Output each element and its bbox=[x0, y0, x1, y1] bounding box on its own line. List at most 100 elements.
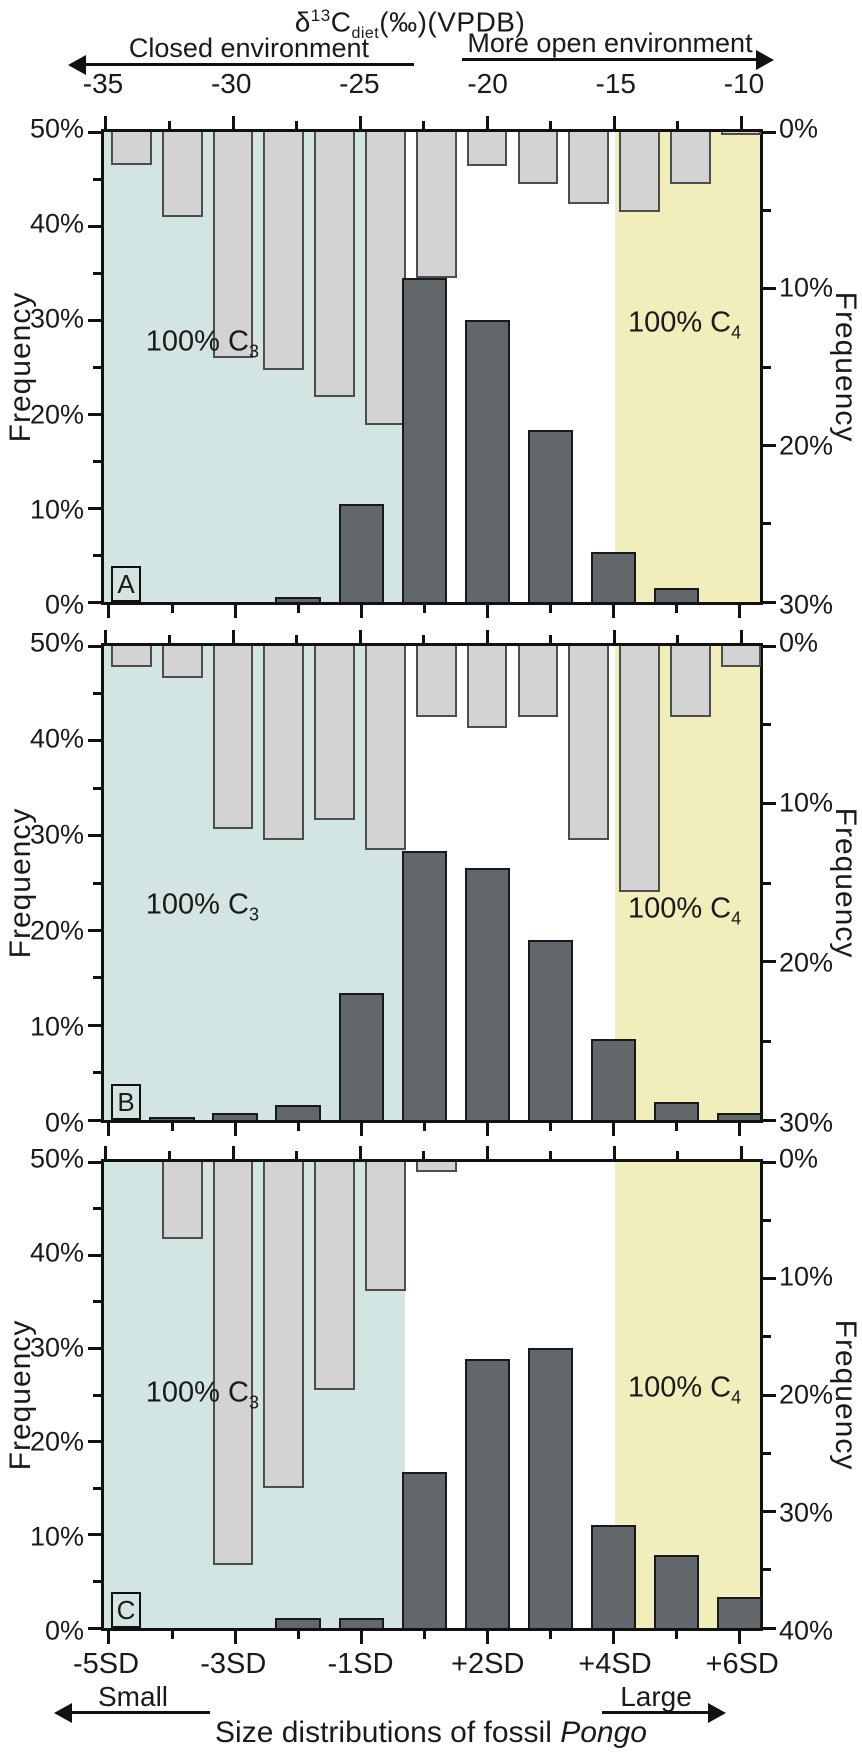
closed-environment-arrow-line bbox=[84, 63, 414, 66]
left-axis-tick bbox=[88, 834, 101, 838]
right-axis-tick bbox=[763, 1451, 771, 1455]
right-arrow-icon bbox=[756, 50, 774, 70]
c4-region-label: 100% C4 bbox=[627, 1371, 742, 1408]
right-axis-tick bbox=[763, 1393, 776, 1397]
left-axis-tick bbox=[88, 644, 101, 648]
top-axis-tick bbox=[739, 1146, 743, 1159]
dark-bar bbox=[590, 1039, 636, 1120]
top-axis-tick bbox=[295, 635, 299, 643]
gray-bar bbox=[720, 132, 762, 136]
left-axis-tick bbox=[93, 459, 101, 463]
left-axis-tick bbox=[88, 1346, 101, 1350]
left-axis-tick-label: 10% bbox=[29, 1011, 84, 1042]
gray-bar bbox=[568, 132, 610, 205]
gray-bar bbox=[161, 646, 203, 678]
left-axis-tick-label: 10% bbox=[29, 1521, 84, 1552]
small-left-arrow-icon bbox=[54, 1703, 72, 1723]
bottom-axis-tick bbox=[233, 1631, 237, 1644]
gray-bar bbox=[415, 1162, 457, 1173]
closed-environment-label: Closed environment bbox=[128, 33, 370, 63]
bottom-axis-tick bbox=[296, 605, 300, 613]
right-axis-tick-label: 10% bbox=[779, 787, 834, 818]
right-axis-tick bbox=[763, 802, 776, 806]
bottom-axis-tick bbox=[422, 1123, 426, 1131]
panel-A-plot: 100% C3 100% C4 A bbox=[88, 116, 776, 618]
units-text: (‰)(VPDB) bbox=[379, 6, 526, 38]
bottom-axis-tick-label: -3SD bbox=[200, 1648, 267, 1680]
large-arrow-line bbox=[602, 1711, 710, 1714]
left-axis-tick bbox=[93, 976, 101, 980]
right-axis-tick bbox=[763, 600, 776, 604]
left-axis-tick bbox=[88, 1023, 101, 1027]
c3-region-label: 100% C3 bbox=[145, 1376, 259, 1413]
open-environment-arrow-line bbox=[462, 58, 758, 61]
frequency-axis-label-left: Frequency bbox=[4, 291, 37, 443]
top-axis-tick bbox=[739, 116, 743, 129]
dark-bar bbox=[527, 429, 573, 602]
left-axis-tick-label: 0% bbox=[44, 1615, 84, 1646]
dark-bar bbox=[527, 939, 573, 1120]
top-axis-tick bbox=[612, 630, 616, 643]
bottom-axis-tick bbox=[737, 605, 741, 618]
left-axis-tick bbox=[88, 412, 101, 416]
bottom-axis-tick bbox=[422, 1631, 426, 1639]
left-axis-tick-label: 30% bbox=[29, 819, 84, 850]
open-environment-label: More open environment bbox=[467, 28, 753, 58]
right-axis-tick bbox=[763, 443, 776, 447]
open-environment-annotation: More open environment bbox=[462, 27, 774, 70]
top-axis-tick bbox=[167, 1151, 171, 1159]
left-axis-tick-label: 40% bbox=[29, 723, 84, 754]
left-axis-tick-label: 50% bbox=[29, 627, 84, 658]
top-axis-tick-label: -25 bbox=[339, 68, 380, 99]
bottom-axis-tick bbox=[611, 605, 615, 618]
right-axis-tick-label: 0% bbox=[779, 627, 819, 658]
top-axis-tick bbox=[358, 630, 362, 643]
bottom-axis-tick bbox=[548, 605, 552, 613]
left-axis-tick bbox=[88, 1160, 101, 1164]
gray-bar bbox=[161, 132, 203, 217]
gray-bar bbox=[111, 132, 152, 165]
gray-bar bbox=[212, 1162, 254, 1566]
c4-region-label: 100% C4 bbox=[627, 306, 742, 343]
bottom-axis-tick bbox=[170, 605, 174, 613]
top-axis-tick bbox=[422, 635, 426, 643]
bottom-axis-tick bbox=[611, 1123, 615, 1136]
dark-bar bbox=[338, 1617, 384, 1628]
left-axis-tick-label: 50% bbox=[29, 1143, 84, 1174]
gray-bar bbox=[669, 132, 711, 184]
right-axis-tick bbox=[763, 365, 771, 369]
bottom-axis-tick bbox=[485, 605, 489, 618]
right-axis-tick-label: 20% bbox=[779, 430, 834, 461]
frequency-axis-label-left: Frequency bbox=[4, 1319, 37, 1471]
bottom-axis-tick-label: +6SD bbox=[705, 1648, 779, 1680]
bottom-axis-tick bbox=[422, 605, 426, 613]
bottom-axis-tick bbox=[233, 1123, 237, 1136]
panel-B-plot: 100% C3 100% C4 B bbox=[88, 630, 776, 1136]
right-axis-tick-label: 10% bbox=[779, 272, 834, 303]
left-axis-tick bbox=[88, 739, 101, 743]
top-axis-tick bbox=[422, 1151, 426, 1159]
right-axis-tick bbox=[763, 881, 771, 885]
left-axis-tick bbox=[93, 365, 101, 369]
dark-bar bbox=[653, 587, 699, 602]
left-axis-tick bbox=[88, 130, 101, 134]
gray-bar bbox=[161, 1162, 203, 1239]
right-axis-tick bbox=[763, 1118, 776, 1122]
right-axis-tick bbox=[763, 1335, 771, 1339]
top-axis-tick bbox=[612, 1146, 616, 1159]
dark-bar bbox=[464, 867, 510, 1120]
top-axis-tick bbox=[358, 1146, 362, 1159]
top-axis-tick bbox=[485, 630, 489, 643]
frequency-axis-label-right: Frequency bbox=[829, 1319, 862, 1471]
bottom-axis-tick-label: -1SD bbox=[327, 1648, 394, 1680]
figure-caption: Size distributions of fossil Pongo bbox=[0, 1716, 862, 1750]
bottom-axis-tick bbox=[359, 1123, 363, 1136]
closed-environment-annotation: Closed environment bbox=[68, 32, 414, 75]
dark-bar bbox=[716, 1113, 763, 1120]
left-axis-tick bbox=[93, 1300, 101, 1304]
c3-region-label: 100% C3 bbox=[145, 888, 259, 925]
bottom-axis-tick bbox=[737, 1123, 741, 1136]
dark-bar bbox=[275, 1617, 321, 1628]
dark-bar bbox=[275, 1104, 321, 1120]
